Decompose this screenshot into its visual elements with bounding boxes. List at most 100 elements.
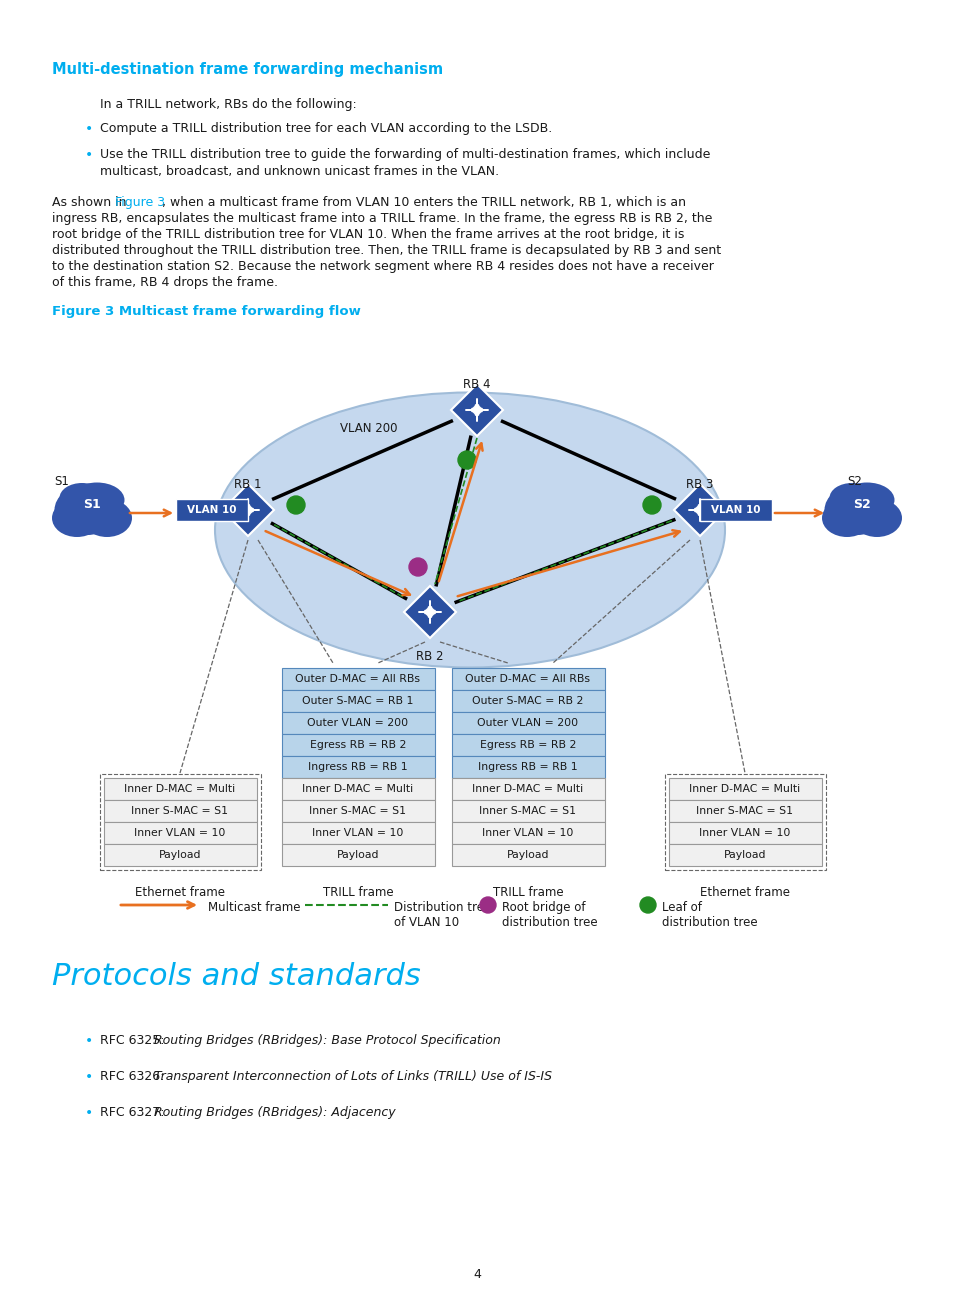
Text: Outer D-MAC = All RBs: Outer D-MAC = All RBs: [465, 674, 590, 684]
Text: Inner S-MAC = S1: Inner S-MAC = S1: [479, 806, 576, 816]
Text: distributed throughout the TRILL distribution tree. Then, the TRILL frame is dec: distributed throughout the TRILL distrib…: [52, 244, 720, 257]
FancyBboxPatch shape: [452, 712, 604, 734]
Text: Transparent Interconnection of Lots of Links (TRILL) Use of IS-IS: Transparent Interconnection of Lots of L…: [150, 1070, 552, 1083]
Circle shape: [479, 897, 496, 912]
Circle shape: [473, 406, 480, 413]
FancyArrow shape: [432, 610, 440, 614]
Text: Routing Bridges (RBridges): Adjacency: Routing Bridges (RBridges): Adjacency: [150, 1105, 395, 1118]
Text: Inner D-MAC = Multi: Inner D-MAC = Multi: [472, 784, 583, 794]
Text: •: •: [85, 148, 93, 162]
Text: Multicast frame: Multicast frame: [208, 901, 300, 914]
Text: Egress RB = RB 2: Egress RB = RB 2: [310, 740, 406, 750]
FancyArrow shape: [418, 610, 428, 614]
Text: Inner VLAN = 10: Inner VLAN = 10: [312, 828, 403, 839]
Text: Inner S-MAC = S1: Inner S-MAC = S1: [132, 806, 229, 816]
Text: multicast, broadcast, and unknown unicast frames in the VLAN.: multicast, broadcast, and unknown unicas…: [100, 165, 498, 178]
Text: , when a multicast frame from VLAN 10 enters the TRILL network, RB 1, which is a: , when a multicast frame from VLAN 10 en…: [162, 196, 685, 209]
Text: Outer S-MAC = RB 1: Outer S-MAC = RB 1: [302, 696, 414, 706]
FancyArrow shape: [698, 512, 701, 521]
Circle shape: [696, 505, 703, 515]
FancyBboxPatch shape: [452, 800, 604, 822]
FancyArrow shape: [428, 601, 432, 610]
FancyArrow shape: [475, 399, 478, 408]
Text: •: •: [85, 1105, 93, 1120]
Polygon shape: [451, 384, 502, 435]
FancyBboxPatch shape: [452, 734, 604, 756]
FancyBboxPatch shape: [175, 499, 248, 521]
Ellipse shape: [823, 485, 888, 535]
FancyBboxPatch shape: [104, 844, 256, 866]
FancyBboxPatch shape: [282, 822, 435, 844]
Text: RB 4: RB 4: [463, 378, 490, 391]
Text: ingress RB, encapsulates the multicast frame into a TRILL frame. In the frame, t: ingress RB, encapsulates the multicast f…: [52, 213, 712, 226]
Circle shape: [244, 505, 252, 515]
Text: Inner D-MAC = Multi: Inner D-MAC = Multi: [124, 784, 235, 794]
FancyBboxPatch shape: [104, 778, 256, 800]
FancyBboxPatch shape: [452, 667, 604, 689]
FancyArrow shape: [475, 412, 478, 421]
FancyBboxPatch shape: [668, 778, 821, 800]
FancyArrow shape: [246, 499, 250, 508]
FancyBboxPatch shape: [282, 712, 435, 734]
FancyBboxPatch shape: [452, 844, 604, 866]
Text: S2: S2: [852, 499, 870, 512]
Text: Inner VLAN = 10: Inner VLAN = 10: [699, 828, 790, 839]
Text: VLAN 10: VLAN 10: [711, 505, 760, 515]
Text: S2: S2: [846, 476, 861, 489]
Text: In a TRILL network, RBs do the following:: In a TRILL network, RBs do the following…: [100, 98, 356, 111]
Ellipse shape: [52, 499, 102, 537]
FancyBboxPatch shape: [452, 778, 604, 800]
Text: root bridge of the TRILL distribution tree for VLAN 10. When the frame arrives a: root bridge of the TRILL distribution tr…: [52, 228, 683, 241]
Circle shape: [642, 496, 660, 515]
Ellipse shape: [82, 499, 132, 537]
FancyBboxPatch shape: [452, 689, 604, 712]
FancyArrow shape: [701, 508, 710, 512]
Text: Figure 3 Multicast frame forwarding flow: Figure 3 Multicast frame forwarding flow: [52, 305, 360, 318]
FancyBboxPatch shape: [282, 734, 435, 756]
Text: to the destination station S2. Because the network segment where RB 4 resides do: to the destination station S2. Because t…: [52, 260, 713, 273]
FancyArrow shape: [246, 512, 250, 521]
Text: RB 3: RB 3: [685, 478, 713, 491]
Ellipse shape: [59, 483, 105, 513]
FancyArrow shape: [236, 508, 246, 512]
Text: Inner D-MAC = Multi: Inner D-MAC = Multi: [689, 784, 800, 794]
FancyBboxPatch shape: [668, 800, 821, 822]
Text: Ethernet frame: Ethernet frame: [135, 886, 225, 899]
Text: Inner VLAN = 10: Inner VLAN = 10: [482, 828, 573, 839]
Polygon shape: [673, 483, 725, 537]
Text: •: •: [85, 122, 93, 136]
Text: Use the TRILL distribution tree to guide the forwarding of multi-destination fra: Use the TRILL distribution tree to guide…: [100, 148, 710, 161]
FancyArrow shape: [698, 499, 701, 508]
Ellipse shape: [821, 499, 871, 537]
Text: Protocols and standards: Protocols and standards: [52, 962, 420, 991]
Text: Routing Bridges (RBridges): Base Protocol Specification: Routing Bridges (RBridges): Base Protoco…: [150, 1034, 500, 1047]
FancyBboxPatch shape: [700, 499, 771, 521]
FancyBboxPatch shape: [282, 778, 435, 800]
Circle shape: [409, 559, 427, 575]
FancyBboxPatch shape: [282, 844, 435, 866]
Text: Distribution tree
of VLAN 10: Distribution tree of VLAN 10: [394, 901, 491, 929]
Text: Payload: Payload: [158, 850, 201, 861]
Text: RFC 6327:: RFC 6327:: [100, 1105, 164, 1118]
Ellipse shape: [839, 482, 894, 517]
Ellipse shape: [214, 393, 724, 667]
Text: S1: S1: [54, 476, 69, 489]
Text: Figure 3: Figure 3: [115, 196, 165, 209]
Ellipse shape: [851, 499, 901, 537]
Text: Payload: Payload: [336, 850, 379, 861]
Text: As shown in: As shown in: [52, 196, 131, 209]
FancyBboxPatch shape: [452, 756, 604, 778]
Text: Outer VLAN = 200: Outer VLAN = 200: [307, 718, 408, 728]
Text: RB 1: RB 1: [234, 478, 261, 491]
FancyBboxPatch shape: [104, 822, 256, 844]
Text: •: •: [85, 1070, 93, 1083]
Text: Compute a TRILL distribution tree for each VLAN according to the LSDB.: Compute a TRILL distribution tree for ea…: [100, 122, 552, 135]
Text: Ethernet frame: Ethernet frame: [700, 886, 789, 899]
FancyBboxPatch shape: [104, 800, 256, 822]
Text: RFC 6325:: RFC 6325:: [100, 1034, 164, 1047]
FancyBboxPatch shape: [282, 756, 435, 778]
Text: Outer VLAN = 200: Outer VLAN = 200: [476, 718, 578, 728]
Text: Payload: Payload: [506, 850, 549, 861]
FancyBboxPatch shape: [668, 822, 821, 844]
Text: Outer D-MAC = All RBs: Outer D-MAC = All RBs: [295, 674, 420, 684]
